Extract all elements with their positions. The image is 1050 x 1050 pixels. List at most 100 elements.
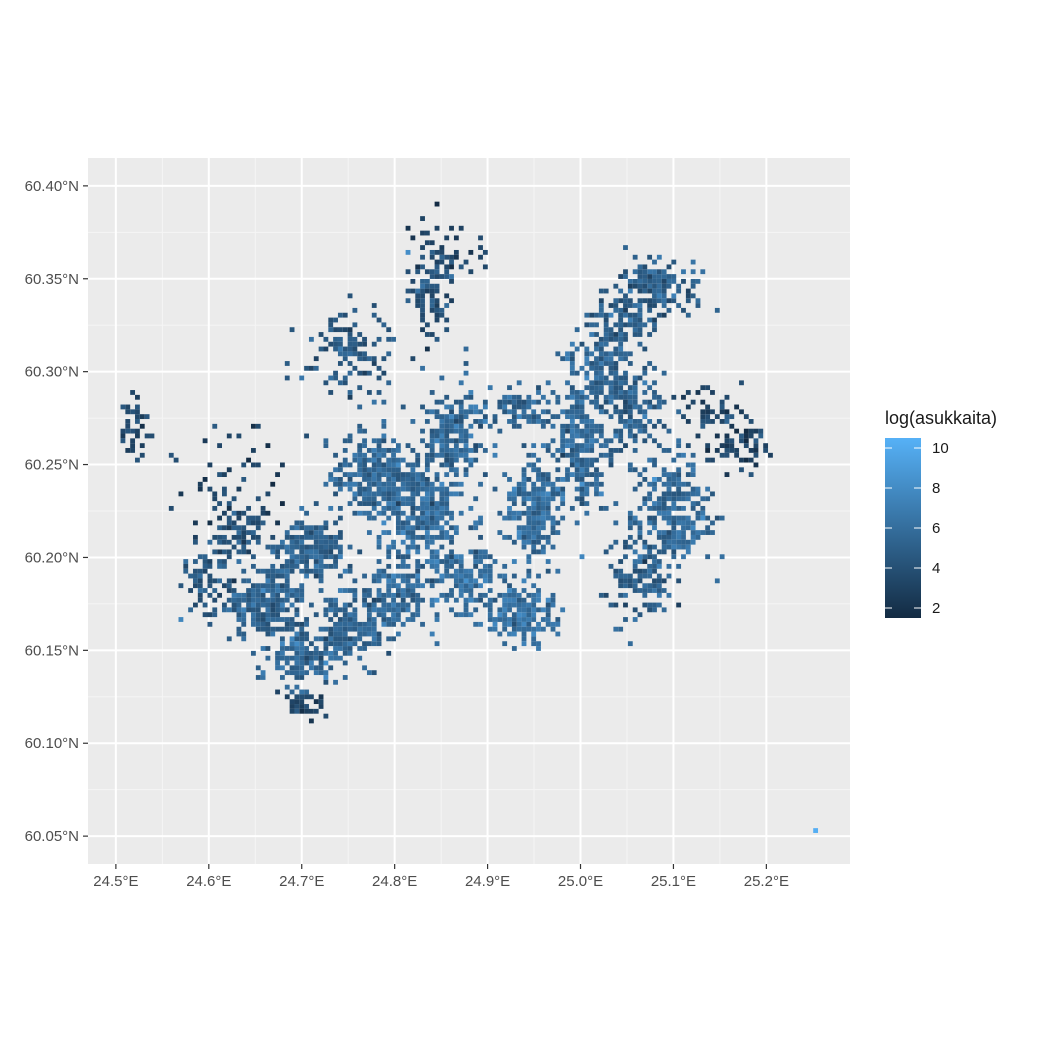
grid-cell	[574, 423, 580, 429]
grid-cell	[381, 510, 387, 516]
grid-cell	[444, 486, 450, 492]
grid-cell	[231, 496, 237, 502]
grid-cell	[434, 433, 440, 439]
grid-cell	[603, 375, 609, 381]
grid-cell	[391, 467, 396, 473]
grid-cell	[608, 438, 614, 444]
grid-cell	[516, 602, 522, 608]
grid-cell	[690, 283, 696, 289]
grid-cell	[473, 520, 479, 526]
grid-cell	[695, 298, 701, 304]
grid-cell	[536, 472, 541, 477]
grid-cell	[284, 617, 290, 622]
grid-cell	[661, 269, 667, 275]
grid-cell	[265, 578, 271, 584]
grid-cell	[545, 505, 551, 511]
grid-cell	[705, 525, 711, 531]
grid-cell	[632, 583, 638, 589]
grid-cell	[497, 631, 503, 637]
grid-cell	[207, 462, 213, 468]
y-tick-label: 60.40°N	[25, 178, 79, 195]
grid-cell	[400, 520, 406, 526]
grid-cell	[313, 544, 319, 550]
grid-cell	[410, 501, 416, 506]
grid-cell	[347, 621, 353, 627]
grid-cell	[337, 588, 343, 593]
grid-cell	[386, 592, 392, 598]
grid-cell	[347, 394, 353, 400]
grid-cell	[342, 588, 348, 593]
grid-cell	[284, 694, 290, 700]
grid-cell	[584, 394, 590, 400]
grid-cell	[613, 433, 619, 439]
grid-cell	[260, 670, 266, 676]
grid-cell	[241, 631, 247, 637]
grid-cell	[656, 530, 662, 535]
grid-cell	[289, 665, 295, 671]
grid-cell	[395, 530, 401, 535]
grid-cell	[207, 520, 213, 526]
grid-cell	[357, 481, 363, 487]
grid-cell	[304, 617, 309, 622]
grid-cell	[429, 534, 435, 540]
grid-cell	[381, 592, 387, 598]
grid-cell	[652, 505, 657, 511]
grid-cell	[284, 646, 290, 651]
grid-cell	[647, 361, 653, 366]
grid-cell	[444, 592, 450, 598]
grid-cell	[313, 665, 319, 671]
grid-cell	[724, 409, 730, 415]
grid-cell	[386, 607, 392, 613]
grid-cell	[473, 559, 479, 564]
grid-cell	[333, 650, 338, 656]
grid-cell	[405, 472, 411, 477]
grid-cell	[502, 621, 508, 627]
grid-cell	[308, 660, 314, 666]
grid-cell	[415, 462, 421, 468]
grid-cell	[719, 452, 725, 458]
grid-cell	[584, 486, 590, 492]
grid-cell	[516, 481, 522, 487]
grid-cell	[560, 515, 566, 521]
grid-cell	[681, 515, 686, 521]
grid-cell	[463, 259, 469, 265]
grid-cell	[313, 708, 319, 714]
grid-cell	[565, 477, 570, 482]
grid-cell	[642, 298, 648, 304]
grid-cell	[632, 559, 638, 564]
grid-cell	[463, 573, 469, 579]
grid-cell	[439, 530, 445, 535]
grid-cell	[366, 602, 372, 608]
grid-cell	[458, 225, 464, 231]
grid-cell	[415, 597, 421, 603]
grid-cell	[405, 269, 411, 275]
grid-cell	[487, 423, 493, 429]
grid-cell	[444, 414, 450, 420]
grid-cell	[642, 539, 648, 545]
grid-cell	[410, 530, 416, 535]
grid-cell	[328, 641, 334, 647]
grid-cell	[608, 399, 614, 405]
grid-cell	[589, 312, 595, 318]
grid-cell	[540, 607, 546, 613]
grid-cell	[357, 621, 363, 627]
grid-cell	[661, 549, 667, 555]
grid-cell	[434, 520, 440, 526]
grid-cell	[371, 481, 377, 487]
grid-cell	[642, 467, 648, 473]
grid-cell	[642, 438, 648, 444]
grid-cell	[473, 419, 479, 424]
grid-cell	[453, 254, 459, 260]
grid-cell	[434, 317, 440, 323]
grid-cell	[333, 621, 338, 627]
grid-cell	[323, 481, 329, 487]
grid-cell	[526, 602, 532, 608]
grid-cell	[449, 428, 454, 434]
grid-cell	[420, 496, 425, 502]
grid-cell	[265, 646, 271, 651]
grid-cell	[410, 491, 416, 497]
grid-cell	[536, 477, 541, 482]
grid-cell	[574, 433, 580, 439]
grid-cell	[434, 336, 440, 342]
grid-cell	[289, 563, 295, 569]
